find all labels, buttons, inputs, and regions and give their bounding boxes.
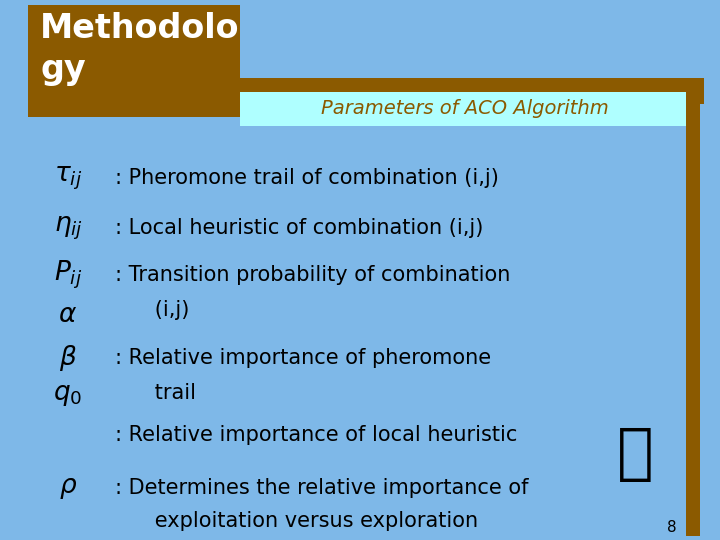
Text: : Pheromone trail of combination (i,j): : Pheromone trail of combination (i,j) [115,168,499,188]
Text: exploitation versus exploration: exploitation versus exploration [115,511,478,531]
Text: $\alpha$: $\alpha$ [58,302,78,328]
Text: trail: trail [115,383,196,403]
Text: 🐜: 🐜 [617,426,653,484]
Text: : Transition probability of combination: : Transition probability of combination [115,265,510,285]
Text: 8: 8 [667,519,677,535]
Text: : Local heuristic of combination (i,j): : Local heuristic of combination (i,j) [115,218,483,238]
Text: $P_{ij}$: $P_{ij}$ [54,259,82,291]
Text: Parameters of ACO Algorithm: Parameters of ACO Algorithm [321,99,609,118]
Bar [686,78,700,536]
Text: (i,j): (i,j) [115,300,189,320]
Text: $\tau_{ij}$: $\tau_{ij}$ [54,164,82,192]
Text: $\beta$: $\beta$ [59,343,77,373]
Text: Methodolo
gy: Methodolo gy [40,12,240,86]
Text: : Determines the relative importance of: : Determines the relative importance of [115,478,528,498]
Bar [240,92,690,126]
Text: $q_0$: $q_0$ [53,382,83,408]
Text: $\eta_{ij}$: $\eta_{ij}$ [53,214,83,241]
Bar [28,5,240,117]
Text: : Relative importance of local heuristic: : Relative importance of local heuristic [115,425,518,445]
Text: : Relative importance of pheromone: : Relative importance of pheromone [115,348,491,368]
Text: $\rho$: $\rho$ [59,475,77,501]
Bar [240,78,704,104]
